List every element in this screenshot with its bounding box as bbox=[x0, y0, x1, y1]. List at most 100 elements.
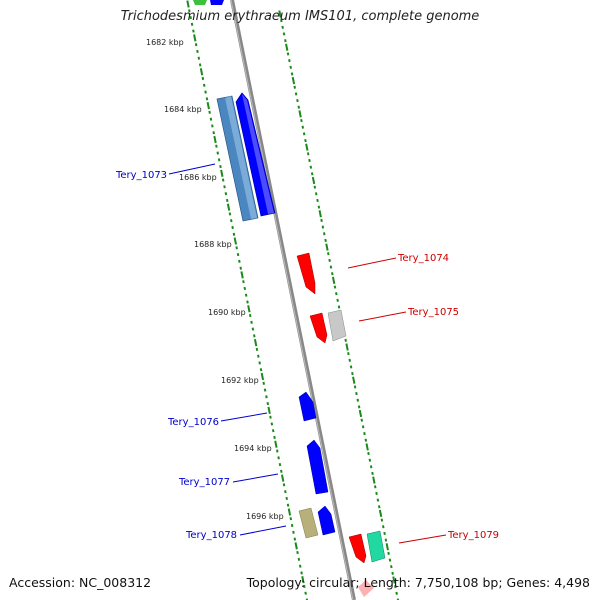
gene-tery-1076[interactable] bbox=[298, 391, 317, 422]
inner-tick bbox=[212, 131, 215, 135]
outer-tick bbox=[296, 98, 299, 103]
outer-tick bbox=[316, 198, 319, 203]
outer-tick bbox=[380, 518, 384, 522]
genome-backbone-highlight bbox=[230, 0, 354, 600]
scale-label-1694: 1694 kbp bbox=[234, 444, 272, 453]
inner-tick bbox=[225, 198, 229, 202]
inner-tick bbox=[198, 63, 202, 67]
outer-tick bbox=[302, 132, 306, 136]
inner-tick bbox=[239, 266, 242, 270]
outer-tick bbox=[351, 372, 354, 376]
gene-tery-1079[interactable] bbox=[366, 530, 386, 563]
gene-green-partial[interactable] bbox=[193, 0, 207, 5]
inner-tick bbox=[280, 469, 283, 473]
gene-label-tery-1074[interactable]: Tery_1074 bbox=[397, 253, 449, 264]
inner-tick bbox=[289, 517, 293, 521]
inner-tick bbox=[260, 372, 265, 381]
inner-tick-ring bbox=[186, 0, 309, 600]
scale-label-1690: 1690 kbp bbox=[208, 308, 246, 317]
inner-tick bbox=[186, 0, 190, 8]
inner-tick bbox=[255, 347, 259, 351]
inner-tick bbox=[216, 151, 220, 155]
inner-tick bbox=[305, 598, 309, 600]
inner-tick bbox=[243, 286, 247, 291]
gene-tery-1077[interactable] bbox=[306, 439, 329, 495]
outer-tick bbox=[306, 152, 310, 156]
outer-tick bbox=[383, 531, 386, 535]
gene-label-tery-1075[interactable]: Tery_1075 bbox=[407, 307, 459, 318]
inner-tick bbox=[296, 551, 299, 555]
outer-tick bbox=[361, 425, 365, 429]
outer-tick bbox=[347, 352, 350, 356]
genome-backbone bbox=[230, 0, 356, 600]
outer-tick bbox=[327, 252, 330, 256]
scale-label-1688: 1688 kbp bbox=[194, 240, 232, 249]
inner-tick bbox=[278, 462, 282, 467]
inner-tick bbox=[201, 76, 205, 81]
inner-tick bbox=[262, 381, 265, 385]
outer-tick bbox=[355, 391, 358, 396]
outer-tick bbox=[314, 192, 318, 196]
outer-tick bbox=[310, 172, 314, 176]
outer-tick bbox=[291, 76, 296, 85]
inner-tick bbox=[280, 474, 285, 482]
outer-tick bbox=[337, 305, 341, 309]
outer-tick bbox=[377, 505, 381, 509]
inner-tick bbox=[199, 68, 204, 76]
outer-tick bbox=[394, 585, 397, 589]
outer-tick bbox=[286, 52, 290, 56]
outer-tick bbox=[381, 525, 385, 529]
inner-tick bbox=[277, 456, 280, 460]
gene-blue-partial-top[interactable] bbox=[210, 0, 224, 5]
inner-tick bbox=[270, 422, 274, 426]
outer-tick bbox=[396, 598, 400, 600]
inner-tick bbox=[230, 219, 233, 223]
inner-tick bbox=[265, 395, 268, 399]
outer-tick bbox=[363, 431, 366, 436]
inner-tick bbox=[233, 237, 237, 245]
gene-label-tery-1073[interactable]: Tery_1073 bbox=[115, 170, 167, 181]
outer-tick bbox=[348, 358, 351, 362]
outer-tick bbox=[305, 143, 309, 151]
outer-tick-ring bbox=[278, 10, 400, 600]
genome-summary-text: Topology: circular; Length: 7,750,108 bp… bbox=[246, 575, 590, 590]
inner-tick bbox=[284, 490, 287, 494]
gene-tery-1074[interactable] bbox=[296, 252, 316, 295]
outer-tick bbox=[352, 376, 356, 384]
inner-tick bbox=[253, 334, 256, 338]
inner-tick bbox=[224, 192, 228, 196]
inner-tick bbox=[217, 158, 221, 162]
inner-tick bbox=[267, 406, 271, 414]
outer-tick bbox=[322, 232, 326, 236]
gene-label-tery-1077[interactable]: Tery_1077 bbox=[178, 477, 230, 488]
scale-label-1684: 1684 kbp bbox=[164, 105, 202, 114]
inner-tick bbox=[215, 144, 218, 148]
leader-tery-1075 bbox=[358, 311, 407, 322]
outer-tick bbox=[367, 451, 370, 456]
scale-label-1686: 1686 kbp bbox=[179, 173, 217, 182]
outer-tick bbox=[373, 485, 377, 489]
inner-tick bbox=[204, 90, 207, 94]
inner-tick bbox=[194, 43, 198, 47]
gene-label-tery-1079[interactable]: Tery_1079 bbox=[447, 530, 499, 541]
gene-tery-1078[interactable] bbox=[298, 507, 319, 539]
outer-tick bbox=[289, 65, 292, 69]
accession-text: Accession: NC_008312 bbox=[9, 575, 152, 590]
gene-red-bottom[interactable] bbox=[348, 533, 367, 564]
inner-tick bbox=[226, 203, 231, 211]
inner-tick bbox=[275, 449, 279, 453]
gene-blue-small[interactable] bbox=[317, 505, 336, 536]
outer-tick bbox=[390, 565, 393, 569]
outer-tick bbox=[388, 558, 392, 562]
outer-tick bbox=[285, 43, 289, 51]
outer-tick bbox=[387, 551, 390, 555]
gene-tery-1075[interactable] bbox=[309, 312, 328, 344]
outer-tick bbox=[385, 543, 389, 551]
gene-label-tery-1076[interactable]: Tery_1076 bbox=[167, 417, 219, 428]
inner-tick bbox=[205, 97, 209, 101]
gene-pink-partial[interactable] bbox=[358, 580, 374, 597]
inner-tick bbox=[274, 440, 278, 448]
gene-label-tery-1078[interactable]: Tery_1078 bbox=[185, 530, 237, 541]
gene-grey[interactable] bbox=[327, 309, 347, 342]
